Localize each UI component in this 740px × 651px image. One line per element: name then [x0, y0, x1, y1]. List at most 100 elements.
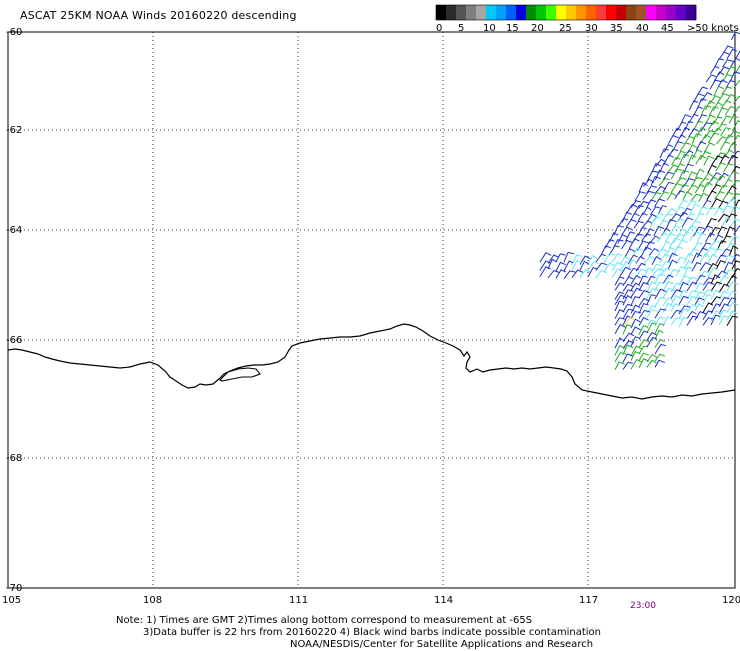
wind-barb — [627, 254, 638, 265]
wind-barb — [713, 207, 726, 216]
wind-barb — [725, 80, 736, 89]
wind-barb — [670, 294, 681, 306]
wind-barb — [657, 219, 669, 229]
wind-barb — [622, 289, 634, 300]
wind-barb — [654, 296, 667, 307]
wind-barb — [638, 345, 649, 354]
wind-barb — [649, 216, 661, 228]
wind-barb — [611, 253, 622, 263]
wind-barb — [678, 169, 690, 179]
wind-barb — [726, 48, 738, 60]
wind-barb — [662, 297, 674, 306]
wind-barb — [630, 351, 641, 361]
wind-barb — [539, 252, 552, 263]
legend-swatch — [466, 5, 477, 20]
wind-barb — [667, 259, 678, 270]
wind-barb — [726, 290, 737, 300]
wind-barb — [732, 105, 740, 116]
wind-barb — [611, 268, 624, 278]
wind-barb — [707, 262, 719, 273]
wind-barb — [681, 230, 691, 242]
wind-barb — [654, 281, 664, 292]
wind-barb — [625, 203, 638, 214]
wind-barb — [620, 239, 633, 250]
wind-barb — [722, 178, 733, 188]
wind-barb — [718, 290, 730, 300]
wind-barb — [675, 256, 687, 265]
wind-barb — [638, 297, 650, 307]
wind-barb — [719, 141, 731, 151]
wind-barb — [637, 227, 647, 237]
wind-barb — [696, 114, 708, 124]
wind-barb — [622, 332, 635, 343]
wind-barb — [614, 309, 625, 319]
wind-barb — [662, 181, 675, 193]
wind-barb — [718, 303, 730, 315]
wind-barb — [713, 85, 725, 97]
wind-barb — [657, 231, 669, 243]
wind-barb — [646, 359, 657, 368]
wind-barb — [721, 217, 732, 228]
wind-barb — [675, 134, 686, 145]
wind-barb — [709, 65, 720, 74]
wind-barb — [614, 361, 625, 370]
wind-barb — [634, 191, 647, 202]
wind-barb — [660, 241, 671, 251]
wind-barb — [694, 303, 705, 312]
wind-barb — [650, 175, 661, 186]
legend-border — [435, 4, 697, 21]
wind-barb — [630, 296, 641, 306]
wind-barb — [694, 281, 705, 292]
wind-barb — [699, 253, 711, 263]
wind-barb — [715, 161, 726, 172]
wind-barb — [630, 336, 640, 347]
wind-barb — [697, 86, 708, 95]
wind-barb — [555, 261, 566, 272]
wind-barb — [720, 100, 732, 109]
wind-barb — [699, 270, 710, 279]
wind-barb — [678, 199, 688, 208]
wind-barb — [712, 127, 722, 137]
wind-barb — [702, 317, 715, 326]
wind-barb — [654, 338, 665, 348]
wind-barb — [628, 238, 640, 249]
wind-barb — [715, 254, 727, 264]
wind-barb — [671, 141, 684, 152]
wind-barb — [719, 154, 730, 165]
wind-barb — [694, 183, 706, 194]
wind-barb — [703, 155, 715, 166]
wind-barb — [686, 276, 698, 285]
wind-barb — [680, 127, 691, 138]
wind-barb — [621, 226, 633, 235]
wind-barb — [680, 114, 692, 125]
wind-barb — [595, 253, 606, 263]
wind-barb — [633, 220, 644, 229]
wind-barb — [630, 304, 641, 314]
wind-barb — [694, 291, 706, 300]
wind-barb — [726, 281, 739, 291]
wind-barb — [614, 337, 626, 349]
wind-barb — [693, 226, 705, 237]
legend-swatch — [516, 5, 527, 20]
wind-barb — [695, 154, 707, 165]
wind-barb — [651, 263, 662, 273]
wind-barb — [654, 273, 666, 284]
legend-swatch — [566, 5, 577, 20]
wind-barb — [649, 235, 661, 244]
wind-barb — [710, 184, 721, 193]
wind-barb — [725, 213, 738, 223]
wind-barb — [600, 245, 611, 256]
wind-barb — [664, 247, 676, 256]
wind-barb — [630, 282, 641, 291]
wind-barb — [725, 93, 737, 103]
wind-barb — [709, 79, 722, 90]
wind-barb — [638, 324, 649, 335]
lon-label: 117 — [579, 595, 598, 606]
wind-barb — [635, 262, 646, 272]
wind-barb — [603, 262, 615, 273]
wind-barb — [718, 297, 730, 308]
wind-barb — [681, 207, 692, 216]
wind-barb — [730, 31, 740, 40]
wind-barb — [703, 142, 716, 153]
wind-barb — [713, 234, 724, 244]
